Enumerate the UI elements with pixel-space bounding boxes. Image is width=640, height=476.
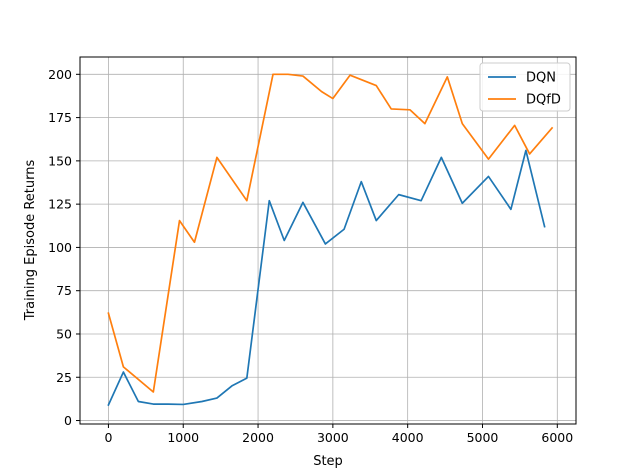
x-tick-label: 2000 [242,430,274,445]
series-lines [107,73,554,407]
plot-frame [79,56,577,425]
series-line-dqfd [107,73,554,393]
grid-lines [80,57,576,424]
x-tick-label: 5000 [467,430,499,445]
y-tick-label: 150 [48,153,72,168]
x-axis-label: Step [313,454,343,469]
x-tick-label: 4000 [392,430,424,445]
y-tick-label: 0 [64,413,72,428]
x-tick-label: 3000 [317,430,349,445]
legend-label-dqn: DQN [526,71,556,86]
y-tick-label: 100 [48,240,72,255]
axis-ticks: 0 1000 2000 3000 4000 5000 6000 0 25 50 75 100 125 15… [48,67,573,445]
x-tick-label: 6000 [541,430,573,445]
x-tick-label: 1000 [167,430,199,445]
series-line-dqn [107,149,546,407]
x-tick-label: 0 [104,430,112,445]
y-tick-label: 25 [56,370,72,385]
legend: DQN DQfD [479,62,571,112]
y-tick-label: 175 [48,110,72,125]
y-tick-label: 50 [56,326,72,341]
y-axis-label: Training Episode Returns [23,160,38,322]
y-tick-label: 200 [48,67,72,82]
legend-label-dqfd: DQfD [526,93,561,108]
y-tick-label: 75 [56,283,72,298]
y-tick-label: 125 [48,197,72,212]
